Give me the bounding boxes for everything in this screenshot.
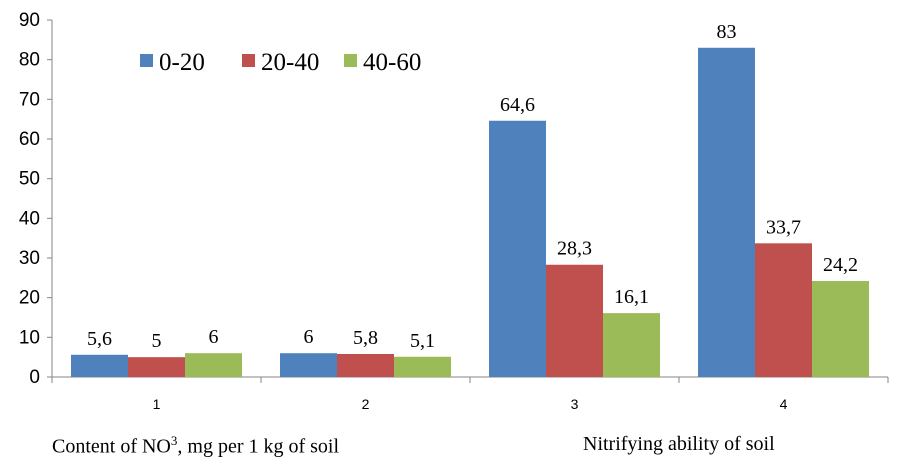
- data-label: 16,1: [614, 286, 649, 308]
- legend-swatch-20-40: [242, 54, 255, 67]
- data-label: 5,8: [353, 327, 378, 349]
- legend-swatch-0-20: [140, 54, 153, 67]
- y-tick-label: 80: [19, 50, 40, 71]
- legend-label-20-40: 20-40: [261, 49, 319, 76]
- caption-left-suffix: , mg per 1 kg of soil: [177, 435, 340, 458]
- group-caption-nitrifying-ability: Nitrifying ability of soil: [583, 433, 775, 455]
- data-label: 5,6: [87, 328, 112, 350]
- y-tick-label: 10: [19, 327, 40, 348]
- bar-20-40-1: [128, 357, 185, 377]
- bar-20-40-3: [546, 264, 603, 377]
- bar-40-60-4: [812, 281, 869, 377]
- y-tick-label: 20: [19, 288, 40, 309]
- bar-0-20-3: [489, 120, 546, 378]
- data-label: 24,2: [823, 254, 858, 276]
- data-label: 83: [717, 21, 737, 43]
- data-label: 5: [152, 330, 162, 352]
- x-tick-label: 2: [362, 396, 370, 412]
- bar-0-20-1: [71, 354, 128, 377]
- group-caption-nitrate-content: Content of NO3, mg per 1 kg of soil: [52, 433, 339, 459]
- data-label: 6: [304, 326, 314, 348]
- bar-0-20-4: [698, 47, 755, 378]
- data-label: 33,7: [766, 216, 801, 238]
- bar-0-20-2: [280, 353, 337, 377]
- x-tick-label: 4: [780, 396, 788, 412]
- y-tick-label: 40: [19, 208, 40, 229]
- x-tick-label: 3: [571, 396, 579, 412]
- bar-40-60-1: [185, 353, 242, 377]
- legend-swatch-40-60: [344, 54, 357, 67]
- y-tick-label: 50: [19, 169, 40, 190]
- caption-left-superscript: 3: [170, 433, 178, 448]
- data-label: 28,3: [557, 238, 592, 260]
- bar-40-60-2: [394, 356, 451, 377]
- data-label: 64,6: [500, 94, 535, 116]
- y-tick-label: 70: [19, 89, 40, 110]
- data-label: 6: [209, 326, 219, 348]
- legend-label-40-60: 40-60: [363, 49, 421, 76]
- y-tick-label: 90: [19, 10, 40, 31]
- bar-40-60-3: [603, 313, 660, 377]
- caption-left-prefix: Content of NO: [52, 435, 171, 458]
- y-tick-label: 60: [19, 129, 40, 150]
- y-tick-label: 0: [29, 367, 40, 388]
- bar-20-40-2: [337, 353, 394, 377]
- data-label: 5,1: [410, 330, 435, 352]
- legend-label-0-20: 0-20: [159, 49, 205, 76]
- bar-20-40-4: [755, 243, 812, 377]
- y-tick-label: 30: [19, 248, 40, 269]
- x-tick-label: 1: [153, 396, 161, 412]
